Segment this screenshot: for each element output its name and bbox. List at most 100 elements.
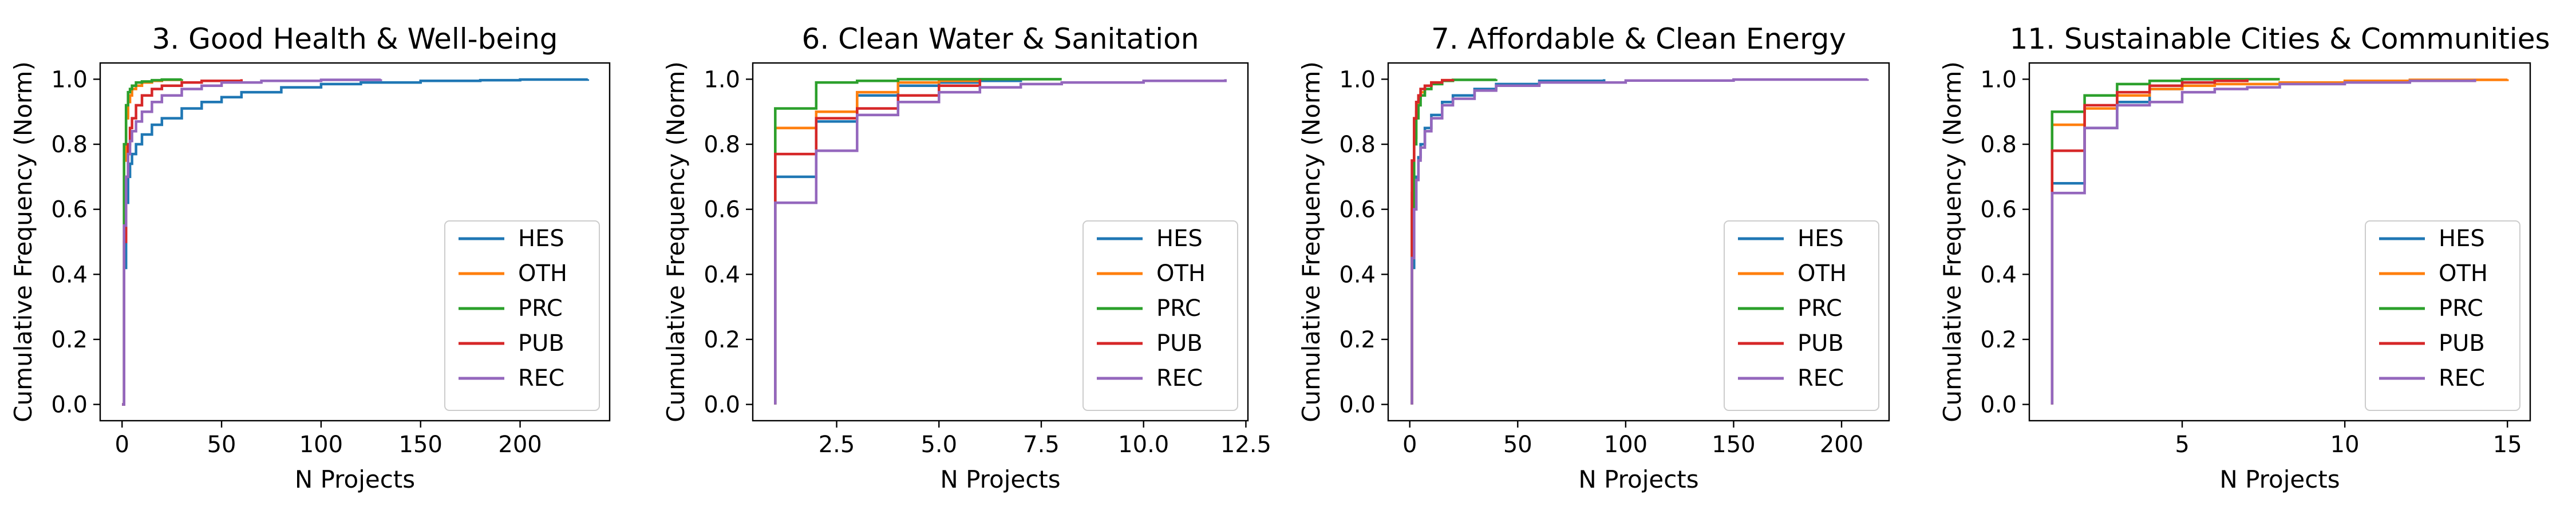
legend-label-rec: REC — [518, 365, 564, 392]
y-tick-label: 0.0 — [51, 392, 88, 418]
x-tick-label: 100 — [1604, 432, 1647, 458]
chart-title: 7. Affordable & Clean Energy — [1431, 22, 1846, 56]
x-tick-label: 10.0 — [1118, 432, 1169, 458]
legend-label-rec: REC — [2439, 365, 2485, 392]
chart-panel-3: 0 50 100 150 200 0.0 0.2 0.4 0.6 0.8 1.0 7. Afforda… — [1297, 22, 1890, 493]
y-tick-label: 0.4 — [51, 262, 88, 288]
legend-label-hes: HES — [1797, 226, 1844, 252]
x-axis-label: N Projects — [295, 465, 415, 493]
x-tick-label: 200 — [1820, 432, 1863, 458]
series-line-pub — [2050, 79, 2249, 405]
x-axis-label: N Projects — [2219, 465, 2340, 493]
series-line-rec — [774, 79, 1227, 405]
y-tick-label: 0.8 — [51, 132, 88, 158]
y-tick-label: 0.2 — [704, 327, 740, 353]
axes-frame — [2028, 62, 2531, 422]
legend-label-hes: HES — [518, 226, 564, 252]
y-tick-label: 0.8 — [1339, 132, 1376, 158]
series-line-hes — [122, 78, 590, 406]
y-tick-label: 1.0 — [704, 66, 740, 93]
y-axis-label: Cumulative Frequency (Norm) — [1297, 61, 1325, 422]
legend-label-prc: PRC — [1156, 295, 1201, 322]
legend-label-prc: PRC — [1797, 295, 1842, 322]
y-tick-label: 0.6 — [51, 197, 88, 223]
series-line-oth — [774, 79, 982, 405]
chart-title: 3. Good Health & Well-being — [152, 22, 558, 56]
series-line-prc — [2050, 78, 2280, 405]
legend-label-oth: OTH — [2439, 260, 2488, 287]
y-tick-label: 0.6 — [1339, 197, 1376, 223]
legend-label-oth: OTH — [518, 260, 567, 287]
series-line-rec — [122, 78, 382, 406]
y-tick-label: 1.0 — [51, 66, 88, 93]
x-axis-label: N Projects — [940, 465, 1060, 493]
legend-label-hes: HES — [2439, 226, 2485, 252]
x-tick-label: 50 — [1503, 432, 1532, 458]
x-tick-label: 10 — [2330, 432, 2360, 458]
series-line-oth — [2050, 78, 2509, 405]
series-line-rec — [2050, 79, 2476, 405]
legend-box — [2365, 220, 2520, 411]
series-line-rec — [1411, 78, 1869, 405]
x-tick-label: 5 — [2175, 432, 2189, 458]
legend-label-pub: PUB — [1156, 330, 1203, 357]
legend-box — [444, 220, 600, 411]
x-tick-label: 150 — [399, 432, 442, 458]
x-tick-label: 5.0 — [920, 432, 957, 458]
legend-label-oth: OTH — [1797, 260, 1847, 287]
x-axis-label: N Projects — [1578, 465, 1698, 493]
legend-label-rec: REC — [1797, 365, 1844, 392]
y-axis-label: Cumulative Frequency (Norm) — [9, 61, 37, 422]
x-tick-label: 15 — [2493, 432, 2522, 458]
y-tick-label: 0.2 — [51, 327, 88, 353]
legend-label-hes: HES — [1156, 226, 1203, 252]
legend-label-oth: OTH — [1156, 260, 1206, 287]
axes-frame — [752, 62, 1249, 422]
legend-label-pub: PUB — [2439, 330, 2485, 357]
y-axis-label: Cumulative Frequency (Norm) — [662, 61, 690, 422]
series-line-prc — [774, 78, 1062, 405]
chart-panel-1: 0 50 100 150 200 0.0 0.2 0.4 0.6 0.8 1.0 3. Good He… — [9, 22, 611, 493]
legend-box — [1724, 220, 1879, 411]
series-line-pub — [122, 79, 243, 406]
axes-frame — [1387, 62, 1890, 422]
y-tick-label: 0.4 — [704, 262, 740, 288]
y-tick-label: 0.0 — [1339, 392, 1376, 418]
y-tick-label: 0.8 — [1980, 132, 2017, 158]
y-tick-label: 0.2 — [1339, 327, 1376, 353]
y-tick-label: 0.6 — [1980, 197, 2017, 223]
x-tick-label: 0 — [1402, 432, 1417, 458]
legend-label-rec: REC — [1156, 365, 1203, 392]
axes-frame — [99, 62, 611, 422]
chart-title: 6. Clean Water & Sanitation — [802, 22, 1199, 56]
x-tick-label: 200 — [498, 432, 542, 458]
legend: HES OTH PRC PUB REC — [1724, 220, 1879, 411]
y-tick-label: 0.6 — [704, 197, 740, 223]
chart-panel-4: 5 10 15 0.0 0.2 0.4 0.6 0.8 1.0 11. Sustainable C… — [1938, 22, 2550, 493]
series-line-pub — [1411, 78, 1455, 405]
y-tick-label: 0.4 — [1339, 262, 1376, 288]
y-tick-label: 0.2 — [1980, 327, 2017, 353]
series-line-pub — [774, 79, 982, 405]
chart-panel-2: 2.5 5.0 7.5 10.0 12.5 0.0 0.2 0.4 0.6 0.8 1.0 6. Cl… — [662, 22, 1271, 493]
y-tick-label: 1.0 — [1339, 66, 1376, 93]
x-tick-label: 50 — [207, 432, 236, 458]
legend: HES OTH PRC PUB REC — [444, 220, 600, 411]
y-tick-label: 0.0 — [1980, 392, 2017, 418]
series-line-hes — [1411, 79, 1606, 405]
legend-box — [1082, 220, 1238, 411]
x-tick-label: 12.5 — [1220, 432, 1271, 458]
legend-label-prc: PRC — [518, 295, 563, 322]
y-tick-label: 0.4 — [1980, 262, 2017, 288]
legend-label-pub: PUB — [518, 330, 564, 357]
series-line-prc — [122, 78, 183, 406]
legend-label-pub: PUB — [1797, 330, 1844, 357]
legend-label-prc: PRC — [2439, 295, 2483, 322]
x-tick-label: 7.5 — [1023, 432, 1060, 458]
series-line-hes — [2050, 79, 2249, 405]
x-tick-label: 100 — [299, 432, 343, 458]
y-tick-label: 0.0 — [704, 392, 740, 418]
y-tick-label: 1.0 — [1980, 66, 2017, 93]
legend: HES OTH PRC PUB REC — [2365, 220, 2520, 411]
